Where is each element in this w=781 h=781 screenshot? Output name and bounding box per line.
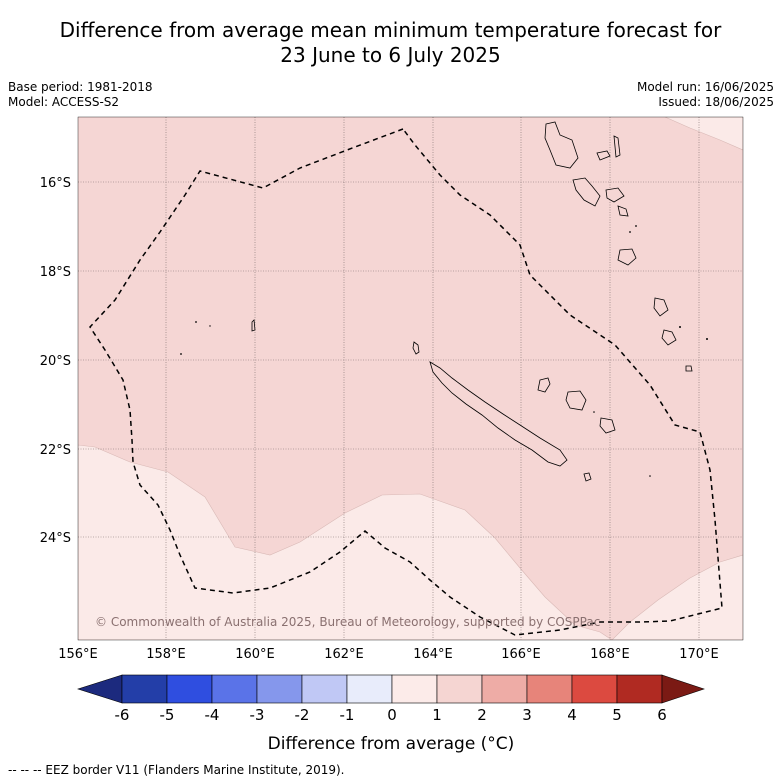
colorbar-segment xyxy=(616,674,663,704)
vanuatu-shepherd-islands xyxy=(617,205,629,217)
lat-label: 22°S xyxy=(40,443,71,458)
latitude-labels: 16°S 18°S 20°S 22°S 24°S xyxy=(40,176,71,546)
colorbar-tick: 3 xyxy=(522,706,532,724)
colorbar-segment xyxy=(166,674,213,704)
issued-text: Issued: 18/06/2025 xyxy=(658,95,774,109)
lon-label: 164°E xyxy=(413,647,453,662)
mare-island xyxy=(599,417,616,434)
vanuatu-malekula xyxy=(572,177,601,207)
vanuatu-tanna xyxy=(653,297,669,317)
colorbar-low-extension xyxy=(77,674,123,704)
colorbar-segment xyxy=(436,674,483,704)
anomaly-0-1-region-southeast xyxy=(611,554,743,640)
colorbar xyxy=(77,674,705,704)
vanuatu-aneityum xyxy=(661,329,677,346)
colorbar-tick: 0 xyxy=(387,706,397,724)
colorbar-label: Difference from average (°C) xyxy=(268,734,515,754)
colorbar-segment xyxy=(256,674,303,704)
vanuatu-erromango xyxy=(617,248,637,266)
colorbar-high-extension xyxy=(661,674,705,704)
lat-label: 20°S xyxy=(40,354,71,369)
colorbar-tick: 1 xyxy=(432,706,442,724)
chesterfield-reef xyxy=(251,319,256,332)
colorbar-tick: -4 xyxy=(205,706,220,724)
lon-label: 170°E xyxy=(679,647,719,662)
model-run-text: Model run: 16/06/2025 xyxy=(636,80,774,94)
lat-label: 18°S xyxy=(40,265,71,280)
meta-left: Base period: 1981-2018 Model: ACCESS-S2 xyxy=(8,80,153,110)
colorbar-segment xyxy=(211,674,258,704)
lifou-island xyxy=(565,390,587,411)
colorbar-tick: -1 xyxy=(340,706,355,724)
lon-label: 166°E xyxy=(501,647,541,662)
colorbar-tick: -6 xyxy=(115,706,130,724)
colorbar-segment xyxy=(571,674,618,704)
lat-label: 16°S xyxy=(40,176,71,191)
small-islets xyxy=(180,225,708,477)
colorbar-tick: 5 xyxy=(612,706,622,724)
eez-legend-note: -- -- -- EEZ border V11 (Flanders Marine… xyxy=(8,763,345,777)
map-frame xyxy=(77,116,744,641)
colorbar-segment xyxy=(481,674,528,704)
isle-of-pines xyxy=(583,472,592,482)
copyright-text: © Commonwealth of Australia 2025, Bureau… xyxy=(95,615,600,629)
colorbar-segment xyxy=(301,674,348,704)
colorbar-segment xyxy=(121,674,168,704)
longitude-labels: 156°E 158°E 160°E 162°E 164°E 166°E 168°… xyxy=(58,647,719,662)
colorbar-tick: -3 xyxy=(250,706,265,724)
hunter-island xyxy=(685,365,693,372)
belep-islands xyxy=(412,341,420,355)
map-area: © Commonwealth of Australia 2025, Bureau… xyxy=(78,117,743,640)
title-line-2: 23 June to 6 July 2025 xyxy=(280,43,501,67)
eez-border xyxy=(89,128,723,636)
new-caledonia-island xyxy=(429,361,568,467)
graticule xyxy=(78,117,743,640)
ouvea-island xyxy=(537,377,551,393)
anomaly-0-1-region-southwest xyxy=(78,444,613,640)
lon-label: 162°E xyxy=(324,647,364,662)
colorbar-segment xyxy=(526,674,573,704)
vanuatu-efate xyxy=(605,187,625,203)
meta-right: Model run: 16/06/2025 Issued: 18/06/2025 xyxy=(637,80,774,110)
lon-label: 158°E xyxy=(146,647,186,662)
colorbar-tick: 2 xyxy=(477,706,487,724)
colorbar-tick: -5 xyxy=(160,706,175,724)
lon-label: 168°E xyxy=(590,647,630,662)
colorbar-tick: 6 xyxy=(657,706,667,724)
chart-title: Difference from average mean minimum tem… xyxy=(0,18,781,68)
colorbar-tick: -2 xyxy=(295,706,310,724)
vanuatu-pentecost xyxy=(613,135,621,158)
colorbar-segment xyxy=(346,674,393,704)
model-text: Model: ACCESS-S2 xyxy=(8,95,120,109)
lat-label: 24°S xyxy=(40,531,71,546)
colorbar-tick: 4 xyxy=(567,706,577,724)
vanuatu-ambae xyxy=(596,150,611,161)
colorbar-segment xyxy=(391,674,438,704)
title-line-1: Difference from average mean minimum tem… xyxy=(59,18,722,42)
coastlines xyxy=(251,121,693,482)
vanuatu-espiritu-santo xyxy=(544,121,579,169)
base-period-text: Base period: 1981-2018 xyxy=(8,80,153,94)
lon-label: 160°E xyxy=(235,647,275,662)
lon-label: 156°E xyxy=(58,647,98,662)
anomaly-0-1-region-northeast xyxy=(664,117,743,151)
colorbar-ticks: -6 -5 -4 -3 -2 -1 0 1 2 3 4 5 6 xyxy=(115,706,667,724)
